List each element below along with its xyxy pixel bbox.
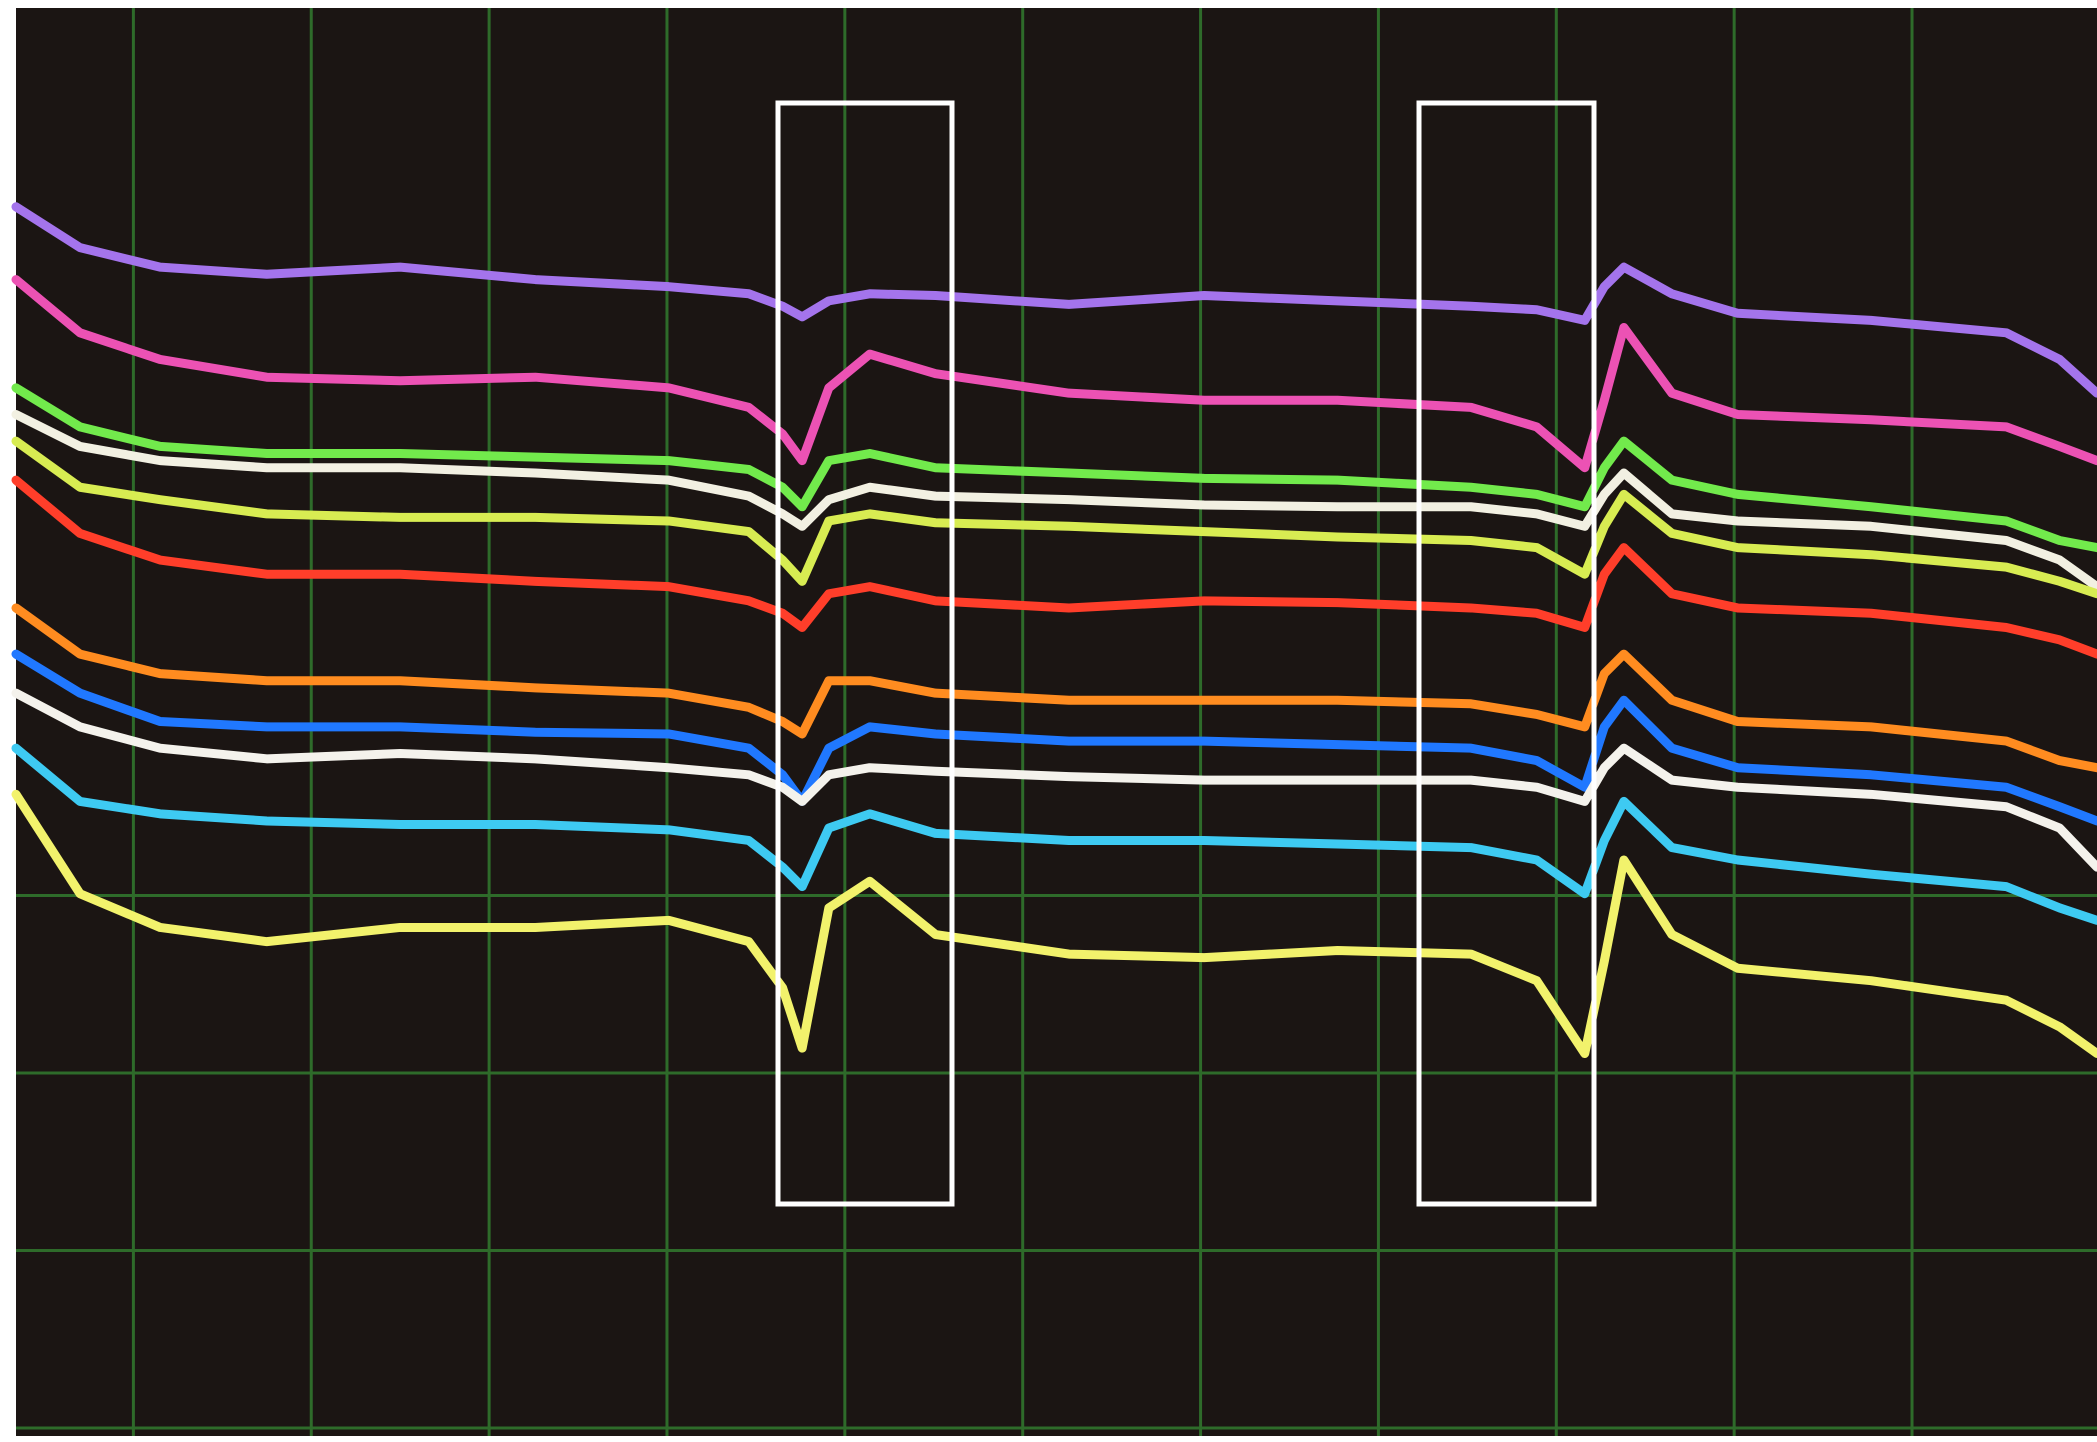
page: (() => { const data = JSON.parse(documen… — [0, 0, 2097, 1442]
chart — [0, 0, 2097, 1442]
